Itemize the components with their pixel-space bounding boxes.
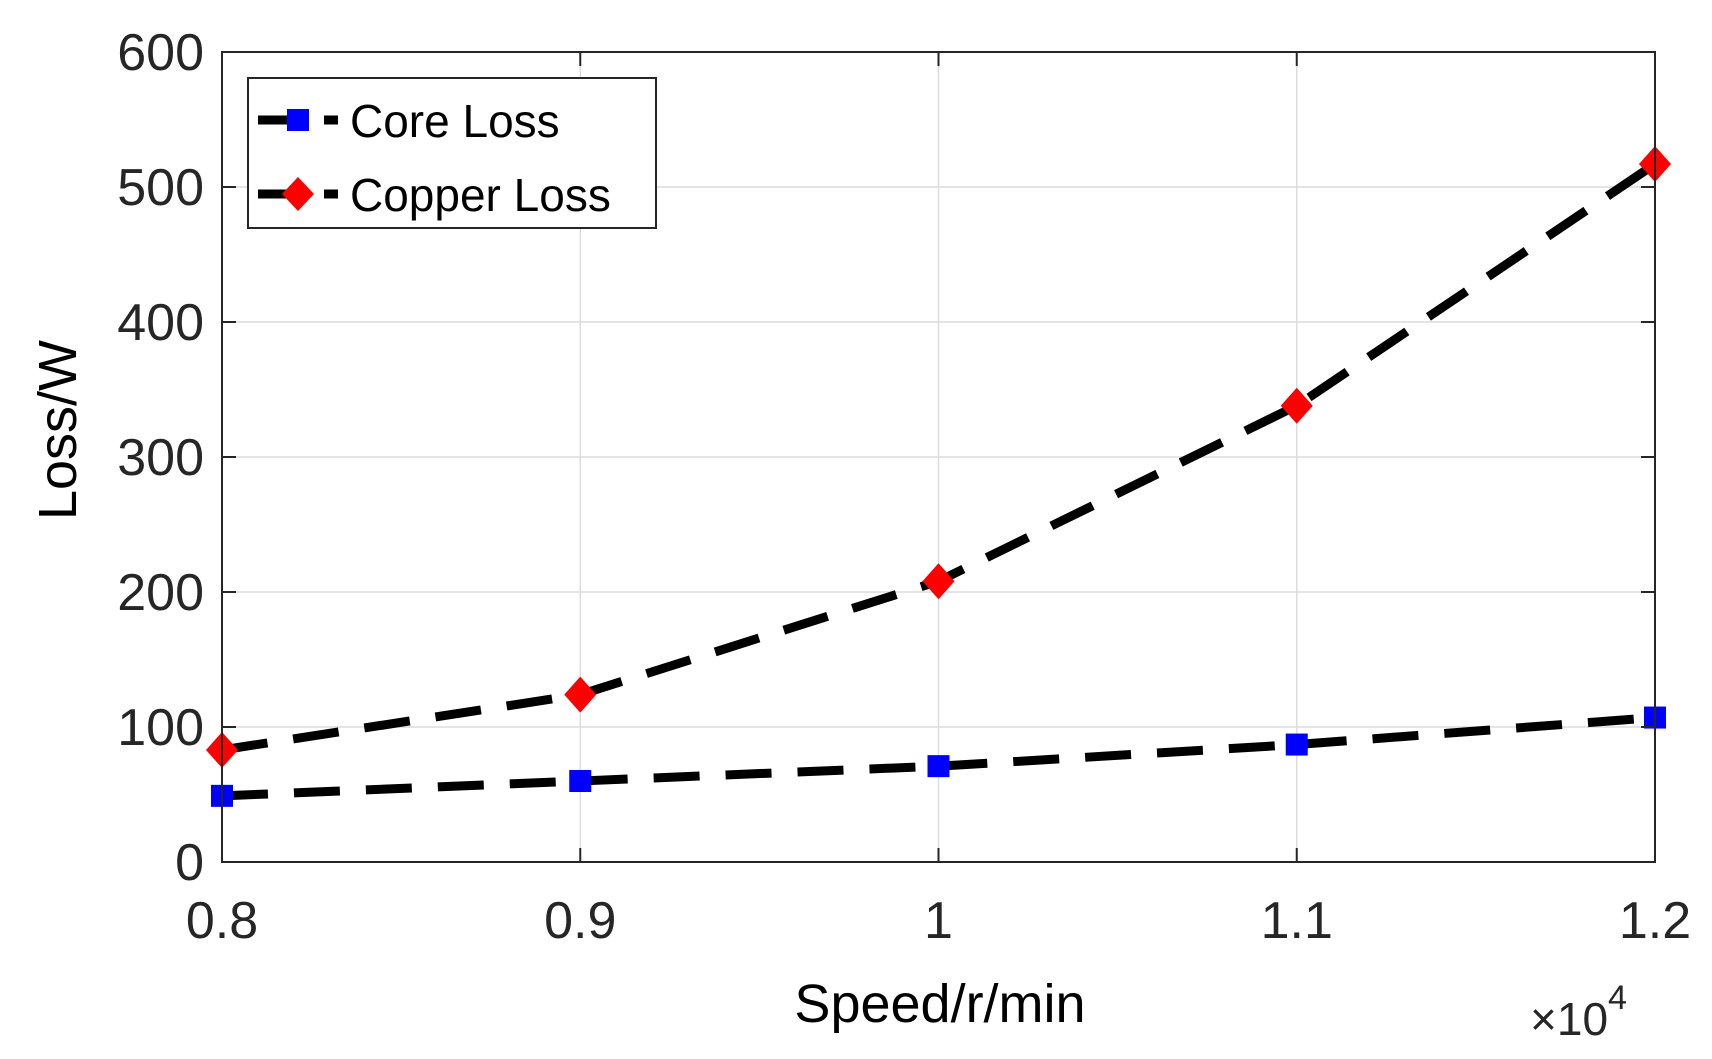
y-tick-labels: 0 100 200 300 400 500 600 [117, 24, 204, 892]
x-multiplier-base: ×10 [1530, 993, 1608, 1045]
series-markers [206, 146, 1671, 807]
data-point-core-loss [927, 755, 950, 778]
grid-lines [221, 51, 1656, 863]
legend-marker-core-loss [287, 109, 309, 131]
data-point-copper-loss [564, 676, 597, 713]
data-point-core-loss [1285, 733, 1308, 756]
x-tick-label: 1.2 [1619, 892, 1691, 950]
data-point-copper-loss [1280, 387, 1313, 424]
legend-label-core-loss: Core Loss [350, 95, 560, 147]
y-tick-label: 500 [117, 159, 204, 217]
y-tick-label: 300 [117, 429, 204, 487]
tick-marks [221, 51, 1656, 863]
x-tick-label: 1.1 [1261, 892, 1333, 950]
y-tick-label: 600 [117, 24, 204, 82]
y-tick-label: 100 [117, 699, 204, 757]
x-tick-label: 1 [924, 892, 953, 950]
y-tick-label: 400 [117, 294, 204, 352]
legend-label-copper-loss: Copper Loss [350, 169, 611, 221]
data-point-copper-loss [922, 563, 955, 600]
y-tick-label: 200 [117, 564, 204, 622]
y-axis-label: Loss/W [28, 340, 88, 520]
x-multiplier-exponent: 4 [1608, 979, 1627, 1017]
x-tick-label: 0.9 [544, 892, 616, 950]
series-line-core-loss [221, 713, 1656, 801]
y-tick-label: 0 [175, 834, 204, 892]
legend-box [247, 77, 657, 229]
x-tick-label: 0.8 [186, 892, 258, 950]
x-axis-label: Speed/r/min [794, 974, 1085, 1034]
legend-marker-copper-loss [282, 177, 314, 211]
x-multiplier: ×104 [1530, 979, 1627, 1045]
data-point-core-loss [569, 770, 592, 792]
legend: Core Loss Copper Loss [247, 77, 657, 229]
x-tick-labels: 0.8 0.9 1 1.1 1.2 [186, 892, 1691, 950]
